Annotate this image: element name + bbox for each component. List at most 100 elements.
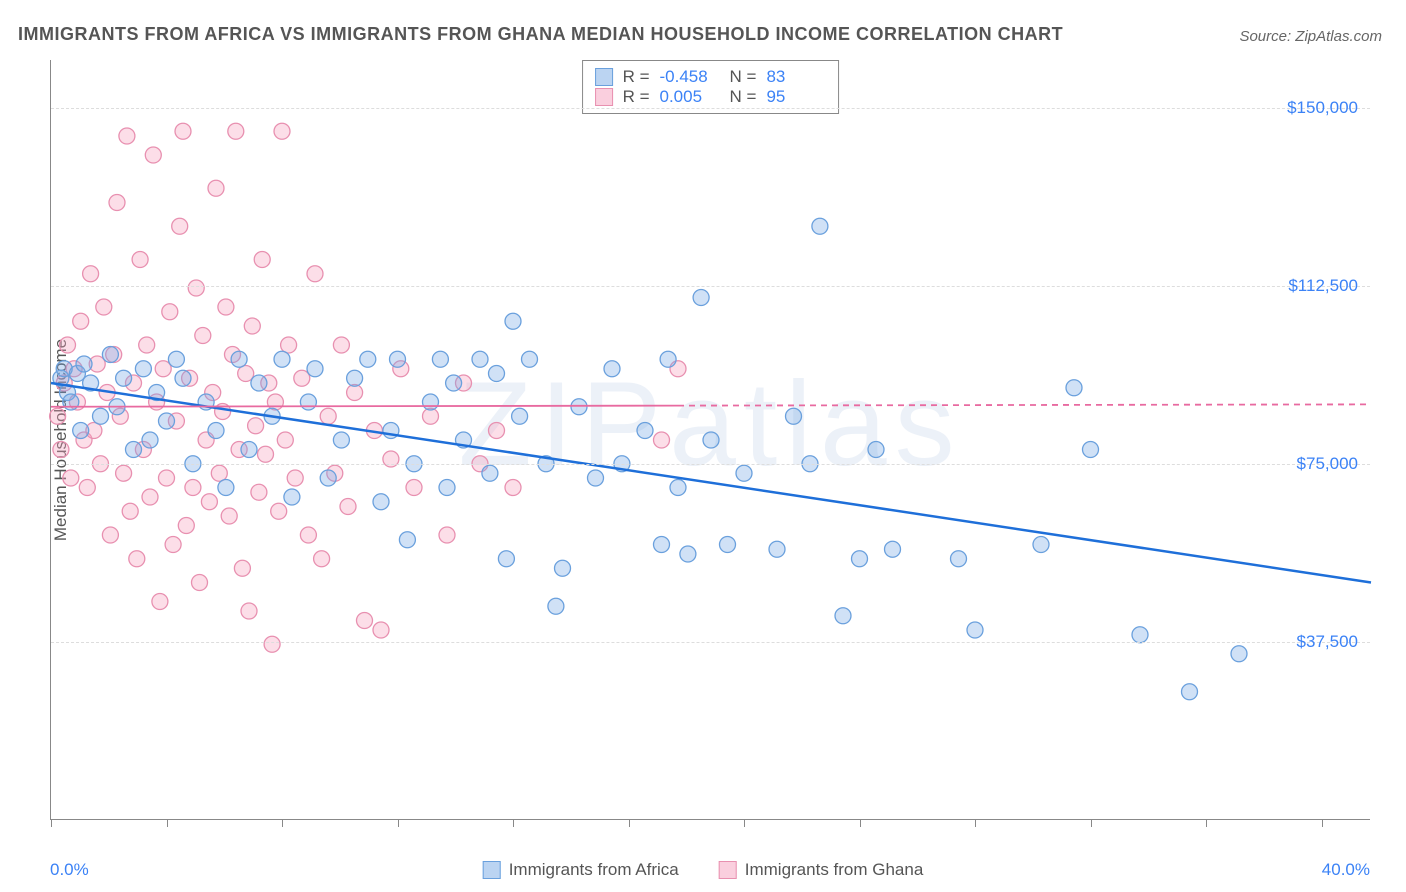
scatter-point bbox=[271, 503, 287, 519]
scatter-point bbox=[159, 470, 175, 486]
scatter-point bbox=[168, 351, 184, 367]
chart-svg bbox=[51, 60, 1370, 819]
scatter-point bbox=[373, 622, 389, 638]
scatter-point bbox=[320, 470, 336, 486]
trend-line-dashed bbox=[678, 404, 1371, 405]
scatter-point bbox=[489, 366, 505, 382]
scatter-point bbox=[277, 432, 293, 448]
scatter-point bbox=[192, 575, 208, 591]
x-tick bbox=[1206, 819, 1207, 827]
scatter-point bbox=[670, 480, 686, 496]
scatter-point bbox=[73, 423, 89, 439]
scatter-point bbox=[251, 484, 267, 500]
scatter-point bbox=[951, 551, 967, 567]
scatter-point bbox=[812, 218, 828, 234]
scatter-point bbox=[835, 608, 851, 624]
scatter-point bbox=[660, 351, 676, 367]
chart-title: IMMIGRANTS FROM AFRICA VS IMMIGRANTS FRO… bbox=[18, 24, 1063, 45]
scatter-point bbox=[102, 527, 118, 543]
scatter-point bbox=[142, 489, 158, 505]
scatter-point bbox=[175, 370, 191, 386]
scatter-point bbox=[1182, 684, 1198, 700]
scatter-point bbox=[234, 560, 250, 576]
x-tick bbox=[282, 819, 283, 827]
gridline bbox=[51, 642, 1370, 643]
scatter-point bbox=[604, 361, 620, 377]
scatter-point bbox=[1066, 380, 1082, 396]
scatter-point bbox=[218, 480, 234, 496]
x-tick-label-max: 40.0% bbox=[1322, 860, 1370, 880]
scatter-point bbox=[736, 465, 752, 481]
scatter-point bbox=[498, 551, 514, 567]
legend-swatch bbox=[719, 861, 737, 879]
gridline bbox=[51, 286, 1370, 287]
x-tick bbox=[167, 819, 168, 827]
scatter-point bbox=[274, 351, 290, 367]
scatter-point bbox=[340, 499, 356, 515]
scatter-point bbox=[320, 408, 336, 424]
scatter-point bbox=[571, 399, 587, 415]
scatter-point bbox=[522, 351, 538, 367]
legend-stat-row: R =0.005N =95 bbox=[595, 87, 827, 107]
x-tick bbox=[51, 819, 52, 827]
scatter-point bbox=[132, 252, 148, 268]
scatter-point bbox=[300, 394, 316, 410]
scatter-point bbox=[50, 408, 66, 424]
scatter-point bbox=[231, 351, 247, 367]
scatter-point bbox=[1132, 627, 1148, 643]
scatter-point bbox=[703, 432, 719, 448]
source-attribution: Source: ZipAtlas.com bbox=[1239, 28, 1382, 45]
scatter-point bbox=[512, 408, 528, 424]
scatter-point bbox=[79, 480, 95, 496]
scatter-point bbox=[159, 413, 175, 429]
scatter-point bbox=[446, 375, 462, 391]
legend-label: Immigrants from Ghana bbox=[745, 860, 924, 880]
legend-item: Immigrants from Africa bbox=[483, 860, 679, 880]
scatter-point bbox=[769, 541, 785, 557]
gridline bbox=[51, 108, 1370, 109]
scatter-point bbox=[1033, 537, 1049, 553]
scatter-point bbox=[885, 541, 901, 557]
scatter-point bbox=[162, 304, 178, 320]
scatter-point bbox=[201, 494, 217, 510]
legend-item: Immigrants from Ghana bbox=[719, 860, 924, 880]
scatter-point bbox=[439, 480, 455, 496]
scatter-point bbox=[102, 347, 118, 363]
scatter-point bbox=[432, 351, 448, 367]
scatter-point bbox=[96, 299, 112, 315]
scatter-point bbox=[439, 527, 455, 543]
scatter-point bbox=[300, 527, 316, 543]
scatter-point bbox=[178, 518, 194, 534]
scatter-point bbox=[390, 351, 406, 367]
scatter-point bbox=[165, 537, 181, 553]
scatter-point bbox=[489, 423, 505, 439]
scatter-point bbox=[248, 418, 264, 434]
legend-label: Immigrants from Africa bbox=[509, 860, 679, 880]
scatter-point bbox=[654, 537, 670, 553]
scatter-point bbox=[314, 551, 330, 567]
scatter-point bbox=[254, 252, 270, 268]
x-tick bbox=[1322, 819, 1323, 827]
legend-swatch bbox=[483, 861, 501, 879]
scatter-point bbox=[228, 123, 244, 139]
x-tick bbox=[860, 819, 861, 827]
scatter-point bbox=[122, 503, 138, 519]
scatter-point bbox=[244, 318, 260, 334]
scatter-point bbox=[145, 147, 161, 163]
y-tick-label: $112,500 bbox=[1288, 276, 1358, 296]
scatter-point bbox=[93, 408, 109, 424]
scatter-point bbox=[241, 442, 257, 458]
scatter-point bbox=[786, 408, 802, 424]
scatter-point bbox=[357, 613, 373, 629]
scatter-point bbox=[116, 465, 132, 481]
plot-area: Median Household Income ZIPatlas R =-0.4… bbox=[50, 60, 1370, 820]
scatter-point bbox=[76, 356, 92, 372]
scatter-point bbox=[73, 313, 89, 329]
x-tick bbox=[744, 819, 745, 827]
scatter-point bbox=[142, 432, 158, 448]
scatter-point bbox=[60, 337, 76, 353]
scatter-point bbox=[208, 423, 224, 439]
legend-swatch bbox=[595, 88, 613, 106]
scatter-point bbox=[720, 537, 736, 553]
scatter-point bbox=[135, 361, 151, 377]
